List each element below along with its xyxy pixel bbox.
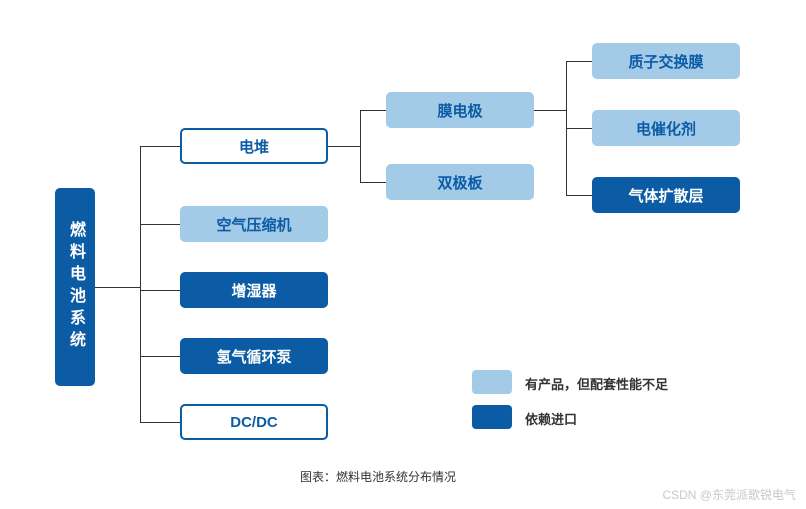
watermark: CSDN @东莞派歌锐电气 (662, 486, 796, 503)
col1-node-0: 电堆 (180, 128, 328, 164)
connector-line (140, 146, 180, 147)
legend-swatch-0 (472, 370, 512, 394)
connector-line (140, 422, 180, 423)
legend-label-1: 依赖进口 (525, 409, 577, 428)
connector-line (566, 195, 592, 196)
col3-node-0: 质子交换膜 (592, 43, 740, 79)
connector-line (360, 110, 386, 111)
col3-node-2: 气体扩散层 (592, 177, 740, 213)
connector-line (140, 224, 180, 225)
connector-line (140, 356, 180, 357)
connector-line (95, 287, 140, 288)
connector-line (328, 146, 360, 147)
col2-node-0: 膜电极 (386, 92, 534, 128)
col1-node-2: 增湿器 (180, 272, 328, 308)
connector-line (360, 110, 361, 183)
legend-label-0: 有产品，但配套性能不足 (525, 374, 668, 393)
connector-line (566, 128, 592, 129)
chart-caption: 图表：燃料电池系统分布情况 (300, 468, 456, 485)
col3-node-1: 电催化剂 (592, 110, 740, 146)
col1-node-3: 氢气循环泵 (180, 338, 328, 374)
connector-line (566, 61, 592, 62)
connector-line (140, 290, 180, 291)
connector-line (140, 146, 141, 423)
legend-swatch-1 (472, 405, 512, 429)
col1-node-4: DC/DC (180, 404, 328, 440)
col2-node-1: 双极板 (386, 164, 534, 200)
col1-node-1: 空气压缩机 (180, 206, 328, 242)
connector-line (534, 110, 566, 111)
root-node: 燃料电池系统 (55, 188, 95, 386)
connector-line (360, 182, 386, 183)
